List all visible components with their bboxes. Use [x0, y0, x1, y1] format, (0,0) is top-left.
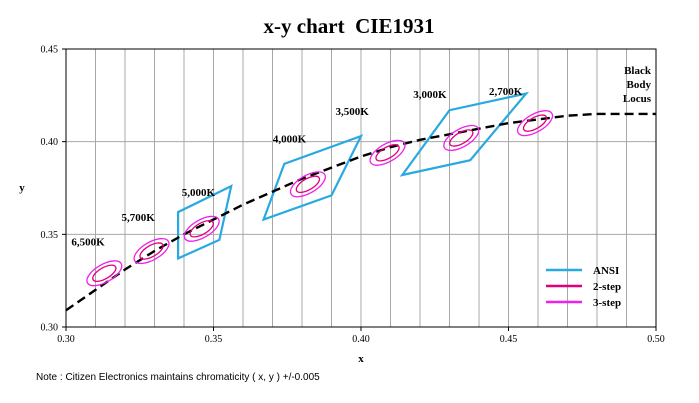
- ellipse-3-step: [443, 124, 480, 152]
- cct-label: 2,700K: [489, 86, 523, 98]
- locus-label-line: Black: [624, 65, 652, 77]
- ellipse-2-step: [295, 175, 321, 194]
- axis-ticks: 0.30 0.35 0.40 0.45 0.50 0.30 0.35 0.40 0.45: [41, 45, 665, 346]
- legend: ANSI 2-step 3-step: [546, 265, 621, 309]
- cct-labels: 6,500K 5,700K 5,000K 4,000K 3,500K 3,000K 2,70…: [71, 86, 522, 248]
- legend-label: 2-step: [593, 281, 621, 293]
- ellipse-3-step: [86, 260, 123, 287]
- x-tick-label: 0.35: [205, 334, 223, 345]
- locus-line: [65, 112, 656, 312]
- black-body-locus-label: Black Body Locus: [623, 65, 652, 105]
- ellipse-3-step: [133, 237, 170, 265]
- cct-label: 5,000K: [182, 187, 216, 199]
- ellipse-2-step: [449, 129, 474, 147]
- x-tick-label: 0.30: [57, 334, 75, 345]
- y-tick-label: 0.45: [41, 45, 59, 56]
- black-body-locus-curve: [65, 112, 656, 312]
- grid: [66, 49, 656, 327]
- y-tick-label: 0.40: [41, 137, 59, 148]
- y-tick-label: 0.30: [41, 323, 59, 334]
- ellipse-2-step: [189, 220, 214, 238]
- x-tick-label: 0.40: [352, 334, 370, 345]
- ellipse-3-step: [289, 171, 326, 198]
- chromaticity-note: Note : Citizen Electronics maintains chr…: [36, 372, 320, 383]
- ellipse-3-step: [516, 110, 554, 137]
- cct-label: 5,700K: [122, 212, 156, 224]
- cct-label: 3,000K: [413, 89, 447, 101]
- ellipse-3-step: [369, 139, 406, 166]
- ellipse-2-step: [92, 264, 117, 282]
- cct-label: 6,500K: [71, 236, 105, 248]
- ansi-quadrangle: [261, 134, 364, 222]
- ellipse-2-step: [139, 242, 164, 260]
- ansi-quadrangle: [399, 91, 530, 177]
- cct-label: 4,000K: [273, 133, 307, 145]
- y-tick-label: 0.35: [41, 230, 59, 241]
- legend-label: 3-step: [593, 297, 621, 309]
- x-tick-label: 0.50: [647, 334, 665, 345]
- locus-label-line: Body: [627, 79, 652, 91]
- legend-label: ANSI: [593, 265, 619, 277]
- ellipse-2-step: [375, 144, 400, 162]
- chart-title: x-y chart CIE1931: [264, 14, 435, 38]
- macadam-ellipses: [86, 110, 554, 287]
- locus-label-line: Locus: [623, 93, 652, 105]
- ellipse-2-step: [522, 114, 548, 132]
- ansi-quadrangles: [177, 91, 530, 261]
- ellipse-3-step: [183, 215, 220, 242]
- y-axis-label: y: [19, 182, 25, 194]
- ansi-quadrangle: [177, 184, 233, 261]
- x-tick-label: 0.45: [500, 334, 518, 345]
- x-axis-label: x: [358, 353, 364, 365]
- cct-label: 3,500K: [336, 106, 370, 118]
